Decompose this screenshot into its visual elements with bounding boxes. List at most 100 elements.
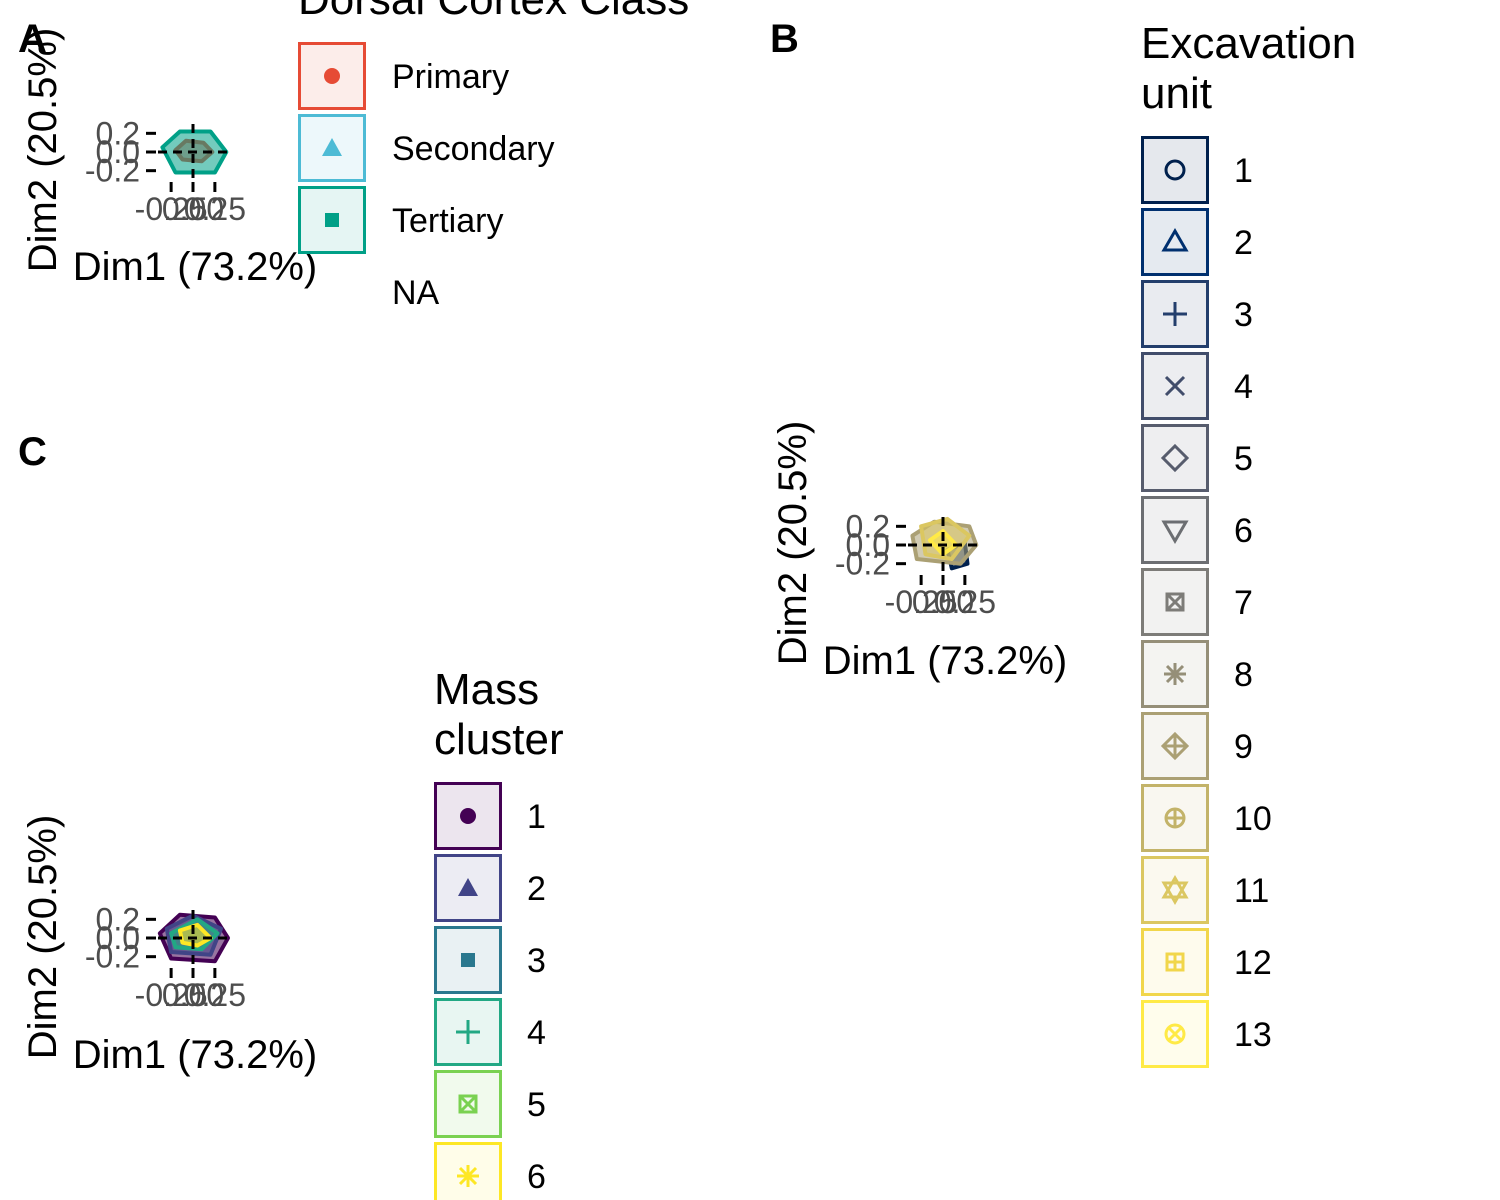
legend-label: 11 <box>1234 872 1269 910</box>
legend-entry: 7 <box>1141 568 1253 636</box>
legend-symbol-icon <box>1164 159 1186 181</box>
x-tick-label: 0.25 <box>934 584 996 620</box>
legend-label: 1 <box>1234 152 1253 190</box>
panel-b: B -0.250.000.25 -0.20.00.2 Dim1 (73.2%)Dim2… <box>770 17 1356 1068</box>
legend-title: Mass <box>434 665 539 714</box>
y-tick-label: 0.2 <box>96 115 140 151</box>
panel-a: A -0.250.000.25 -0.20.00.2 Dim1 (73.2%)Dim2… <box>18 0 689 312</box>
x-tick-label: 0.25 <box>184 977 246 1013</box>
panel-label: C <box>18 430 47 474</box>
x-axis-title: Dim1 (73.2%) <box>823 639 1068 683</box>
legend-entry: 13 <box>1141 1000 1272 1068</box>
legend-symbol-icon <box>456 1020 480 1044</box>
y-tick-label: 0.0 <box>846 527 890 563</box>
legend-label: 9 <box>1234 728 1253 766</box>
cluster-hulls <box>157 912 230 964</box>
axes: -0.250.000.25 -0.20.00.2 <box>835 508 996 620</box>
legend-entry: 9 <box>1141 712 1253 780</box>
legend-label: 7 <box>1234 584 1253 622</box>
legend-key <box>1141 856 1209 924</box>
x-tick-label: 0.00 <box>162 191 224 227</box>
legend-label: 6 <box>1234 512 1253 550</box>
legend-symbol-icon <box>1161 228 1189 252</box>
legend-label: 10 <box>1234 800 1272 838</box>
y-tick-label: -0.2 <box>85 939 140 975</box>
legend-key <box>434 926 502 994</box>
legend-entry: 1 <box>1141 136 1253 204</box>
legend-label: 2 <box>1234 224 1253 262</box>
legend-symbol-icon <box>458 878 478 896</box>
x-tick-label: -0.25 <box>885 584 958 620</box>
legend-label: 2 <box>527 870 546 908</box>
y-tick-label: 0.2 <box>846 508 890 544</box>
legend-entry: 2 <box>1141 208 1253 276</box>
legend-symbol-icon <box>457 1165 479 1187</box>
legend-symbol-icon <box>324 68 340 84</box>
legend-entry: 10 <box>1141 784 1272 852</box>
legend-entry: 3 <box>434 926 546 994</box>
x-tick-label: 0.00 <box>162 977 224 1013</box>
legend-entry: 12 <box>1141 928 1272 996</box>
legend-entry: 1 <box>434 782 546 850</box>
legend-title: cluster <box>434 715 564 764</box>
legend-symbol-icon <box>322 138 342 156</box>
panel-label: A <box>18 17 47 61</box>
y-tick-label: 0.0 <box>96 920 140 956</box>
legend-title: Dorsal Cortex Class <box>298 0 689 24</box>
legend-title: unit <box>1141 69 1212 118</box>
legend-symbol-icon <box>461 953 475 967</box>
x-tick-label: 0.25 <box>184 191 246 227</box>
legend-entry: 8 <box>1141 640 1253 708</box>
legend-label: 4 <box>1234 368 1253 406</box>
legend-symbol-icon <box>1160 443 1190 473</box>
legend-key <box>1141 424 1209 492</box>
x-axis-title: Dim1 (73.2%) <box>73 245 318 289</box>
legend-label: 5 <box>527 1086 546 1124</box>
legend-label: 5 <box>1234 440 1253 478</box>
x-tick-label: -0.25 <box>135 191 208 227</box>
legend-symbol-icon <box>1161 875 1189 905</box>
legend-label: Secondary <box>392 130 555 168</box>
legend-entry: 5 <box>1141 424 1253 492</box>
legend-label: 1 <box>527 798 546 836</box>
legend-symbol-icon <box>1165 592 1185 612</box>
legend-label: 8 <box>1234 656 1253 694</box>
axes: -0.250.000.25 -0.20.00.2 <box>85 115 246 227</box>
legend-key <box>1141 496 1209 564</box>
legend-entry: 3 <box>1141 280 1253 348</box>
legend-label: 4 <box>527 1014 546 1052</box>
legend-symbol-icon <box>1163 302 1187 326</box>
legend-entry: 2 <box>434 854 546 922</box>
panel-c: C -0.250.000.25 -0.20.00.2 Dim1 (73.2%)Dim2… <box>18 430 564 1200</box>
legend-label: 3 <box>527 942 546 980</box>
legend-entry: Primary <box>298 42 509 110</box>
legend-label: 12 <box>1234 944 1272 982</box>
y-tick-label: 0.2 <box>96 901 140 937</box>
legend-key <box>434 1142 502 1200</box>
legend-symbol-icon <box>1164 807 1186 829</box>
legend-entry: 4 <box>434 998 546 1066</box>
legend-symbol-icon <box>1164 375 1186 397</box>
legend-entry: 6 <box>434 1142 546 1200</box>
y-axis-title: Dim2 (20.5%) <box>771 421 815 666</box>
legend-entry: Tertiary <box>298 186 503 254</box>
axes: -0.250.000.25 -0.20.00.2 <box>85 901 246 1013</box>
legend-entry: 4 <box>1141 352 1253 420</box>
legend-entry: 6 <box>1141 496 1253 564</box>
y-axis-title: Dim2 (20.5%) <box>21 815 65 1060</box>
legend-label: NA <box>392 274 440 312</box>
legend-label: Tertiary <box>392 202 503 240</box>
legend-label: 13 <box>1234 1016 1272 1054</box>
legend-title: Excavation <box>1141 19 1356 68</box>
legend-symbol-icon <box>1161 520 1189 544</box>
legend-symbol-icon <box>325 213 339 227</box>
legend-symbol-icon <box>1165 952 1185 972</box>
legend-symbol-icon <box>1164 1023 1186 1045</box>
legend-entry: 11 <box>1141 856 1269 924</box>
legend-entry: NA <box>392 274 440 312</box>
y-tick-label: -0.2 <box>85 153 140 189</box>
panel-label: B <box>770 17 799 61</box>
